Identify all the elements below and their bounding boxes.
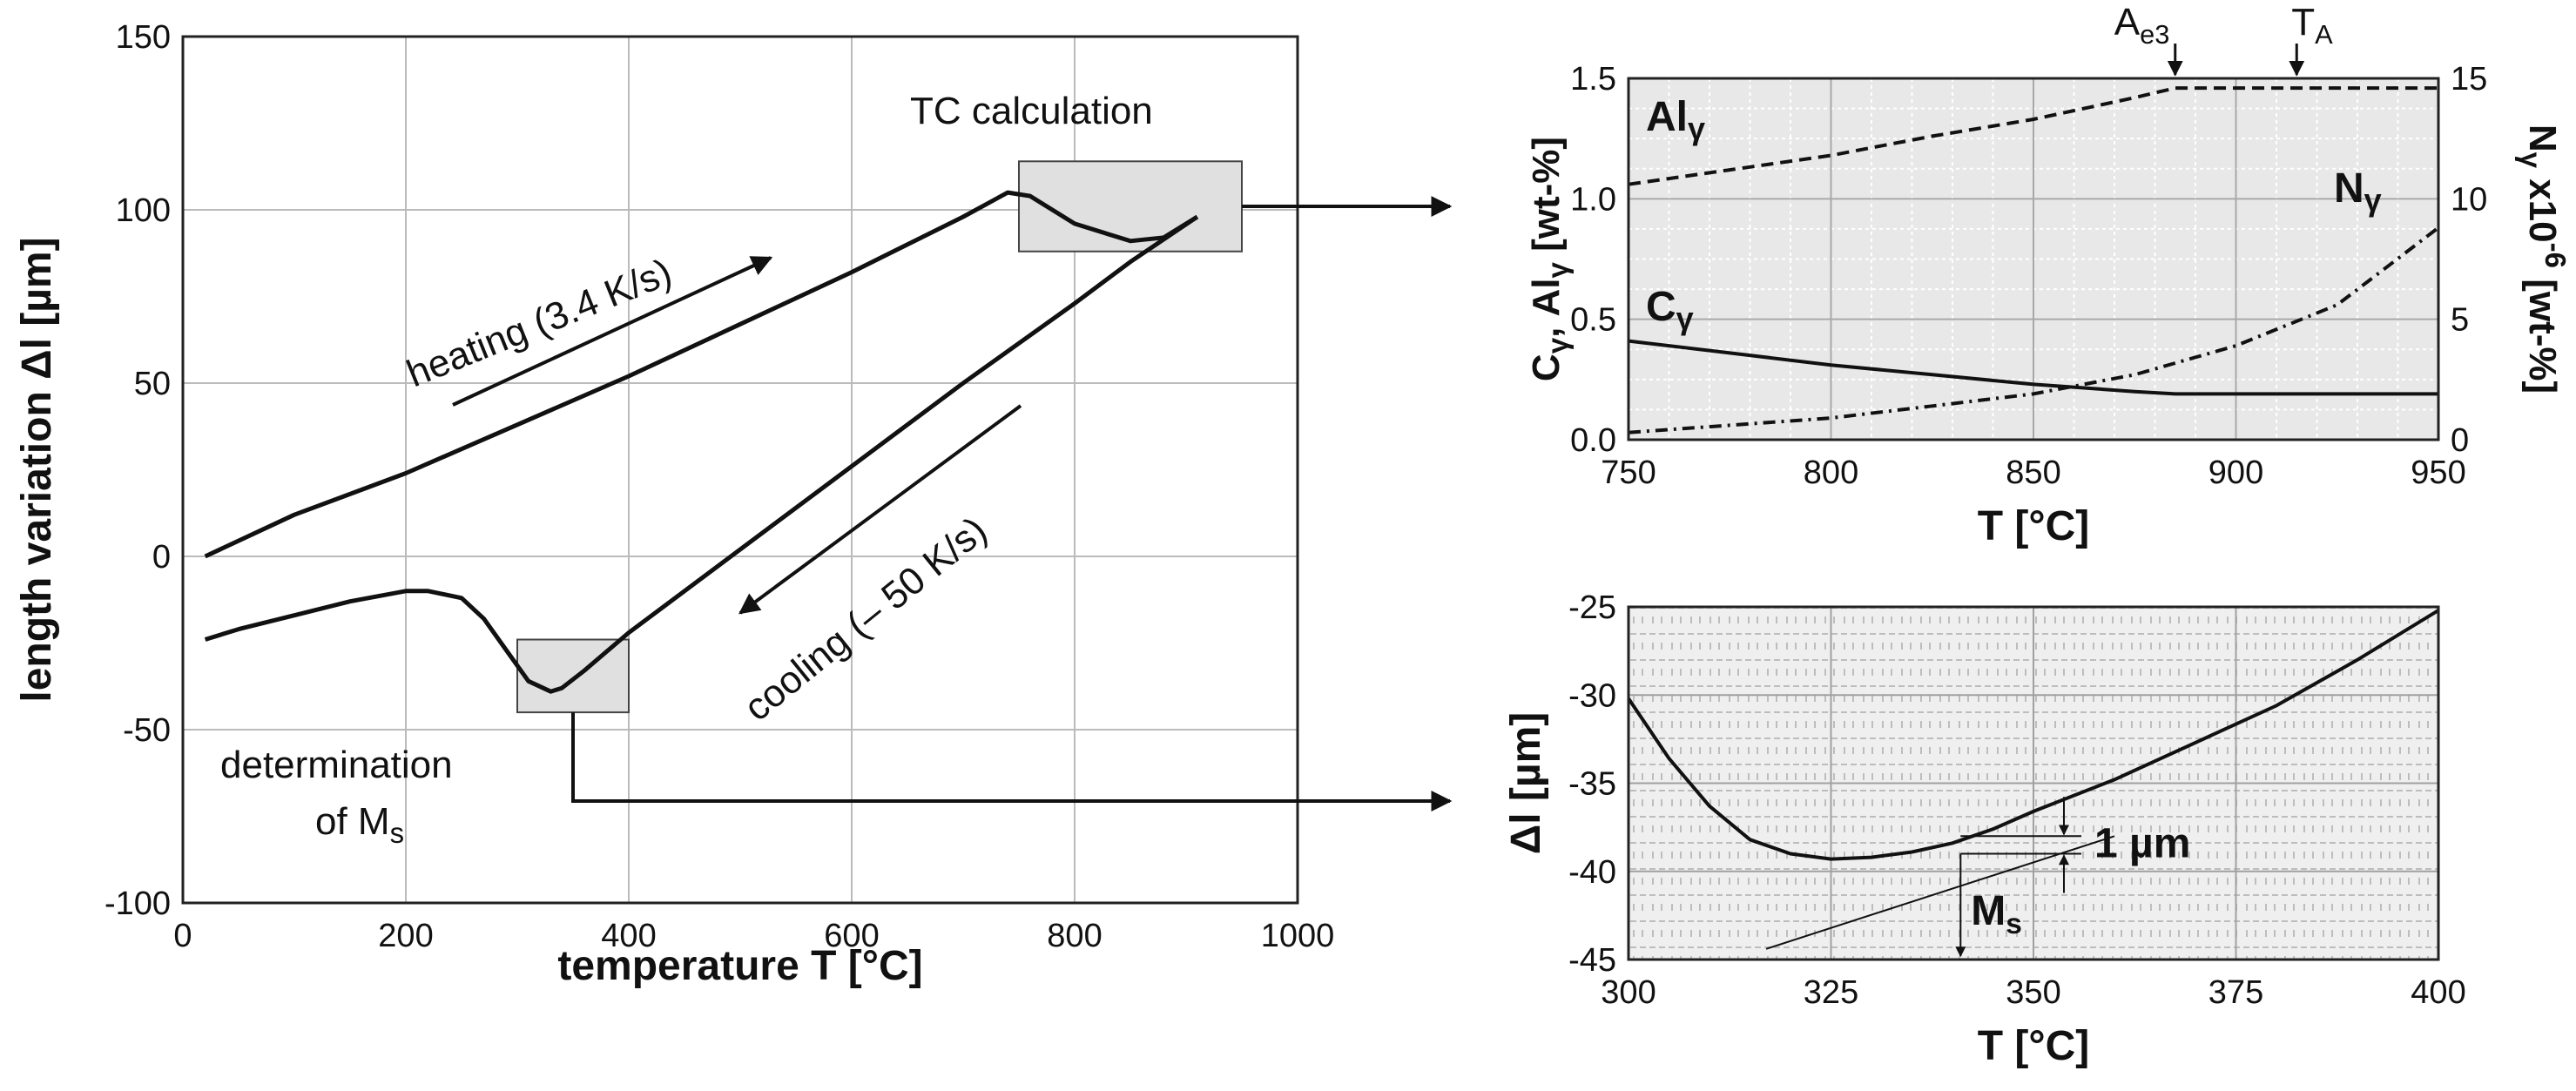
main-zoom-box — [1018, 160, 1243, 253]
br-one-um-label: 1 µm — [2094, 820, 2190, 866]
tr-ylabel-left-part: γ — [1541, 337, 1574, 354]
tr-series-label-part: Al — [1646, 94, 1688, 140]
of-ms-label: of Ms — [315, 800, 404, 849]
br-xlabel: T [°C] — [1978, 1023, 2089, 1069]
br-ytick: -30 — [1568, 677, 1616, 714]
tc-calculation-label: TC calculation — [910, 90, 1153, 132]
connector-arrow-bottom — [571, 712, 1453, 812]
determination-label: determination — [220, 744, 453, 786]
br-frame — [1627, 605, 2440, 961]
plot-frames — [181, 35, 2440, 961]
main-xtick: 600 — [824, 918, 879, 954]
tr-series-label: Nγ — [2334, 165, 2382, 218]
br-ylabel: Δl [µm] — [1503, 712, 1549, 854]
tr-ylabel-left-part: C — [1525, 354, 1568, 381]
tr-ytick: 0.0 — [1570, 422, 1616, 459]
main-ytick: 150 — [116, 19, 171, 56]
tr-marker-label-part: A — [2315, 19, 2333, 50]
main-zoom-box — [516, 638, 630, 714]
tr-series-label-part: γ — [2364, 182, 2382, 218]
tr-frame — [1627, 77, 2440, 441]
br-ms-main: M — [1971, 888, 2006, 934]
tr-series-label-part: γ — [1688, 111, 1705, 146]
br-xtick: 325 — [1804, 974, 1858, 1011]
tr-ytick-right: 0 — [2451, 422, 2469, 459]
br-xtick: 375 — [2208, 974, 2263, 1011]
main-xtick: 400 — [601, 918, 656, 954]
tr-series-label-part: C — [1646, 284, 1676, 330]
br-tangent-line — [1765, 835, 2115, 950]
tr-ytick-right: 15 — [2451, 61, 2487, 98]
main-ytick: 50 — [134, 366, 171, 402]
tr-ytick-right: 10 — [2451, 181, 2487, 218]
tr-xtick: 850 — [2006, 455, 2060, 491]
chart-text: 0 200 400 600 800 1000-100-50050100150tempera… — [14, 19, 2572, 1069]
br-ytick: -25 — [1568, 589, 1616, 626]
tr-xtick: 750 — [1601, 455, 1656, 491]
tr-xtick: 950 — [2411, 455, 2465, 491]
tr-marker-label-part: e3 — [2140, 19, 2169, 50]
main-ytick: -50 — [123, 712, 171, 749]
tr-ytick: 1.5 — [1570, 61, 1616, 98]
br-xtick: 400 — [2411, 974, 2465, 1011]
main-series-line — [204, 214, 1199, 694]
main-ytick: 100 — [116, 192, 171, 229]
br-series-line — [1627, 609, 2440, 861]
tr-ytick: 0.5 — [1570, 302, 1616, 339]
main-xtick: 0 — [173, 918, 192, 954]
tr-ylabel-left-part: γ — [1541, 261, 1574, 278]
tr-xlabel: T [°C] — [1978, 503, 2089, 549]
cooling-arrow — [738, 404, 1022, 615]
tr-ytick: 1.0 — [1570, 181, 1616, 218]
tr-series-label-part: γ — [1676, 300, 1694, 336]
main-frame — [181, 35, 1299, 905]
br-ytick: -40 — [1568, 854, 1616, 891]
main-ytick: -100 — [105, 886, 171, 922]
tr-ylabel-right-part: x10 — [2521, 168, 2564, 243]
main-series-line — [204, 190, 1199, 559]
tr-xtick: 900 — [2208, 455, 2263, 491]
br-ms-sub: s — [2006, 908, 2022, 940]
main-xtick: 1000 — [1261, 918, 1335, 954]
tr-marker-label: TA — [2291, 1, 2333, 50]
tr-ylabel-left-part: [wt-%] — [1525, 137, 1568, 262]
br-ms-label: Ms — [1971, 888, 2022, 940]
tr-series-line — [1628, 86, 2438, 186]
tr-ylabel-right: Nγ x10-6 [wt-%] — [2515, 125, 2572, 394]
tr-series-line — [1628, 339, 2438, 396]
tr-xtick: 800 — [1804, 455, 1858, 491]
tr-ylabel-left-part: , Al — [1525, 278, 1568, 337]
tr-ylabel-right-part: -6 — [2539, 243, 2572, 268]
main-xlabel: temperature T [°C] — [557, 943, 922, 989]
data-series — [204, 86, 2440, 950]
main-ylabel: length variation Δl [µm] — [14, 237, 60, 702]
tr-ylabel-right-part: γ — [2515, 152, 2547, 169]
br-ytick: -45 — [1568, 942, 1616, 979]
tr-ylabel-left: Cγ, Alγ [wt-%] — [1525, 137, 1574, 381]
br-ytick: -35 — [1568, 766, 1616, 803]
main-ytick: 0 — [152, 539, 171, 576]
main-xtick: 800 — [1047, 918, 1102, 954]
tr-series-label-part: N — [2334, 165, 2364, 212]
heating-arrow — [452, 256, 773, 407]
tr-ylabel-right-part: N — [2521, 125, 2564, 152]
tr-ylabel-right-part: [wt-%] — [2521, 268, 2564, 394]
tr-marker-label-part: A — [2114, 1, 2141, 44]
tr-series-label: Cγ — [1646, 284, 1694, 336]
tr-marker-label-part: T — [2291, 1, 2315, 44]
tr-series-label: Alγ — [1646, 94, 1705, 146]
br-xtick: 350 — [2006, 974, 2060, 1011]
tr-ytick-right: 5 — [2451, 302, 2469, 339]
tr-series-line — [1628, 226, 2440, 434]
br-xtick: 300 — [1601, 974, 1656, 1011]
tr-marker-label: Ae3 — [2114, 1, 2170, 50]
of-ms-label-part: s — [390, 817, 405, 849]
main-xtick: 200 — [378, 918, 433, 954]
of-ms-label-part: of M — [315, 800, 390, 843]
